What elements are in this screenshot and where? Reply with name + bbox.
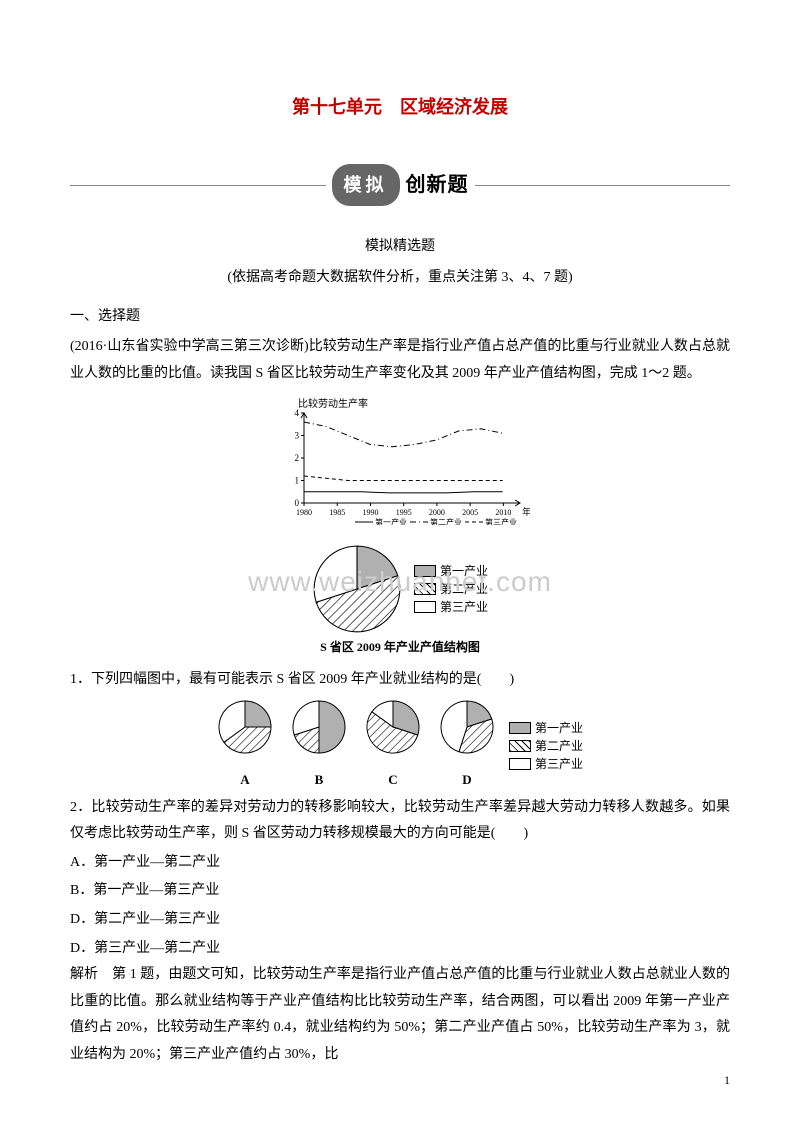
main-pie-legend: 第一产业第二产业第三产业	[414, 562, 488, 616]
legend-label: 第三产业	[440, 598, 488, 616]
svg-text:4: 4	[295, 408, 300, 418]
banner-line-right	[475, 185, 731, 186]
svg-text:0: 0	[295, 498, 300, 508]
option-pie-b: B	[291, 699, 347, 792]
option-pie-d: D	[439, 699, 495, 792]
option-label: A	[217, 768, 273, 793]
question-1: 1．下列四幅图中，最有可能表示 S 省区 2009 年产业就业结构的是( )	[70, 667, 730, 694]
legend-swatch	[414, 565, 436, 577]
legend-row: 第三产业	[414, 598, 488, 616]
svg-text:1: 1	[295, 476, 300, 486]
sub-title: 模拟精选题	[70, 234, 730, 261]
option-label: B	[291, 768, 347, 793]
banner-text: 创新题	[406, 166, 469, 204]
intro-paragraph: (2016·山东省实验中学高三第三次诊断)比较劳动生产率是指行业产值占总产值的比…	[70, 334, 730, 387]
option-pies-row: ABCD 第一产业第二产业第三产业	[70, 699, 730, 792]
svg-text:第一产业: 第一产业	[375, 517, 407, 525]
svg-text:1990: 1990	[362, 508, 378, 517]
choice-a: A．第一产业—第二产业	[70, 850, 730, 877]
svg-text:1980: 1980	[296, 508, 312, 517]
legend-label: 第一产业	[440, 562, 488, 580]
sub-note: (依据高考命题大数据软件分析，重点关注第 3、4、7 题)	[70, 265, 730, 292]
svg-text:3: 3	[295, 431, 300, 441]
legend-row: 第一产业	[509, 719, 583, 737]
option-label: C	[365, 768, 421, 793]
main-pie-figure: 第一产业第二产业第三产业 S 省区 2009 年产业产值结构图	[70, 544, 730, 659]
option-pie-a: A	[217, 699, 273, 792]
legend-swatch	[509, 722, 531, 734]
analysis-label: 解析	[70, 967, 98, 982]
main-pie-caption: S 省区 2009 年产业产值结构图	[70, 636, 730, 659]
legend-row: 第一产业	[414, 562, 488, 580]
banner-pill: 模拟	[332, 164, 400, 206]
choice-c: D．第二产业—第三产业	[70, 907, 730, 934]
legend-row: 第二产业	[509, 737, 583, 755]
legend-label: 第一产业	[535, 719, 583, 737]
analysis-text: 第 1 题，由题文可知，比较劳动生产率是指行业产值占总产值的比重与行业就业人数占…	[70, 967, 730, 1062]
svg-text:1995: 1995	[396, 508, 412, 517]
svg-text:2010: 2010	[495, 508, 511, 517]
legend-label: 第二产业	[535, 737, 583, 755]
svg-text:第二产业: 第二产业	[430, 517, 462, 525]
option-pie-svg	[291, 699, 347, 755]
legend-swatch	[414, 601, 436, 613]
legend-swatch	[509, 758, 531, 770]
svg-text:2: 2	[295, 453, 300, 463]
analysis-paragraph: 解析 第 1 题，由题文可知，比较劳动生产率是指行业产值占总产值的比重与行业就业…	[70, 962, 730, 1068]
svg-text:2005: 2005	[462, 508, 478, 517]
line-chart-figure: 比较劳动生产率 0 1 2 3 4 1980 1985 1990 1995 2000 2005 2010…	[70, 395, 730, 536]
option-legend: 第一产业第二产业第三产业	[509, 719, 583, 773]
legend-row: 第三产业	[509, 755, 583, 773]
choice-b: B．第一产业—第三产业	[70, 878, 730, 905]
legend-swatch	[414, 583, 436, 595]
question-2: 2．比较劳动生产率的差异对劳动力的转移影响较大，比较劳动生产率差异越大劳动力转移…	[70, 795, 730, 848]
option-pie-svg	[217, 699, 273, 755]
banner: 模拟 创新题	[70, 164, 730, 206]
svg-text:年: 年	[522, 506, 530, 517]
legend-label: 第二产业	[440, 580, 488, 598]
option-pie-c: C	[365, 699, 421, 792]
choice-d: D．第三产业—第二产业	[70, 936, 730, 963]
unit-title: 第十七单元 区域经济发展	[70, 90, 730, 124]
legend-row: 第二产业	[414, 580, 488, 598]
page-number: 1	[724, 1069, 730, 1092]
section-head: 一、选择题	[70, 304, 730, 331]
legend-label: 第三产业	[535, 755, 583, 773]
option-label: D	[439, 768, 495, 793]
banner-line-left	[70, 185, 326, 186]
option-pie-svg	[439, 699, 495, 755]
legend-swatch	[509, 740, 531, 752]
svg-text:1985: 1985	[329, 508, 345, 517]
line-chart-svg: 比较劳动生产率 0 1 2 3 4 1980 1985 1990 1995 2000 2005 2010…	[270, 395, 530, 525]
main-pie-svg	[312, 544, 402, 634]
banner-mid: 模拟 创新题	[332, 164, 469, 206]
svg-text:比较劳动生产率: 比较劳动生产率	[298, 397, 368, 410]
svg-text:2000: 2000	[429, 508, 445, 517]
option-pie-svg	[365, 699, 421, 755]
svg-text:第三产业: 第三产业	[485, 517, 517, 525]
